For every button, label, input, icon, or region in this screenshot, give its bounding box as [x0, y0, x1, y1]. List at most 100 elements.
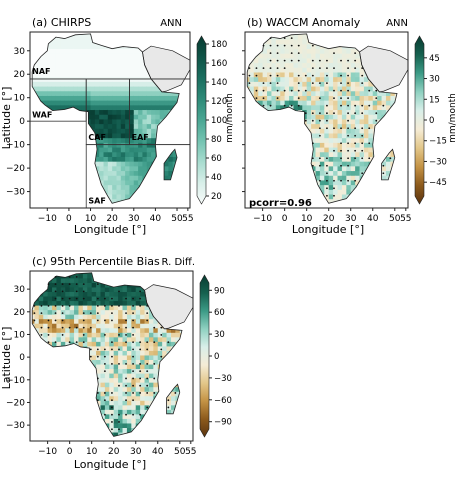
map-cell [126, 418, 132, 424]
stipple-dot [283, 67, 286, 70]
map-cell [249, 90, 255, 96]
map-cell [333, 146, 339, 153]
x-tick-label: 50 [171, 214, 183, 224]
stipple-dot [111, 305, 113, 307]
stipple-dot [61, 305, 64, 307]
stipple-dot [103, 305, 106, 307]
y-tick-label: 10 [14, 330, 26, 340]
map-cell [103, 48, 109, 54]
map-cell [47, 81, 53, 87]
map-cell [341, 146, 347, 153]
map-cell [38, 300, 44, 306]
map-cell [90, 90, 96, 96]
stipple-dot [255, 89, 258, 92]
map-cell [56, 305, 62, 311]
map-cell [90, 57, 96, 64]
map-cell [315, 156, 321, 162]
map-cell [81, 62, 87, 68]
map-cell [142, 137, 148, 143]
map-cell [140, 350, 146, 356]
map-cell [34, 85, 40, 92]
map-cell [140, 336, 146, 342]
map-cell [118, 368, 124, 374]
stipple-dot [111, 312, 113, 315]
map-cell [65, 305, 71, 311]
map-cell [68, 81, 74, 87]
map-cell [131, 354, 137, 360]
map-cell [122, 377, 128, 383]
map-cell [131, 323, 137, 329]
map-cell [116, 104, 122, 111]
map-cell [363, 132, 369, 139]
map-cell [104, 400, 110, 406]
map-cell [275, 85, 281, 92]
map-cell [333, 114, 339, 120]
map-cell [104, 318, 110, 324]
colorbar-tick-label: 90 [214, 286, 225, 296]
map-cell [78, 305, 84, 311]
map-cell [103, 104, 109, 111]
map-cell [302, 95, 308, 101]
map-cell [311, 76, 317, 82]
map-cell [381, 161, 387, 167]
map-cell [60, 318, 66, 324]
map-cell [90, 67, 96, 73]
map-cell [350, 48, 356, 54]
stipple-dot [375, 97, 378, 100]
map-cell [47, 85, 53, 92]
map-cell [90, 109, 96, 115]
map-cell [77, 48, 83, 54]
x-tick-label: 30 [345, 214, 357, 224]
map-cell [103, 81, 109, 87]
map-cell [73, 34, 79, 40]
map-cell [151, 146, 157, 153]
map-cell [138, 62, 144, 68]
map-cell [94, 118, 100, 125]
map-cell [68, 67, 74, 73]
map-cell [118, 336, 124, 342]
map-cell [133, 104, 139, 111]
map-cell [116, 161, 122, 167]
stipple-dot [160, 334, 163, 336]
panel-a-corner-label: ANN [160, 18, 182, 29]
map-cell [55, 71, 61, 78]
map-cell [293, 43, 299, 50]
map-cell [138, 128, 144, 134]
map-cell [315, 109, 321, 115]
map-cell [73, 67, 79, 73]
map-cell [135, 413, 141, 419]
map-cell [34, 90, 40, 96]
map-cell [151, 100, 157, 106]
map-cell [129, 151, 135, 157]
map-cell [112, 156, 118, 162]
stipple-dot [304, 119, 307, 122]
stipple-dot [125, 392, 127, 394]
map-cell [125, 67, 131, 73]
map-cell [258, 67, 264, 73]
map-cell [140, 409, 146, 415]
map-cell [131, 422, 137, 428]
map-cell [140, 413, 146, 419]
map-cell [311, 128, 317, 134]
map-cell [74, 305, 80, 311]
map-cell [319, 161, 325, 167]
map-cell [125, 132, 131, 139]
map-cell [144, 341, 150, 347]
stipple-dot [139, 392, 142, 394]
map-cell [262, 57, 268, 64]
map-cell [122, 341, 128, 347]
map-cell [42, 71, 48, 78]
map-cell [138, 81, 144, 87]
map-cell [100, 282, 106, 288]
map-cell [170, 391, 176, 397]
stipple-dot [326, 194, 328, 197]
map-cell [328, 132, 334, 139]
stipple-dot [340, 142, 342, 145]
map-cell [267, 53, 273, 59]
map-cell [112, 189, 118, 195]
map-cell [69, 300, 75, 306]
map-cell [363, 137, 369, 143]
stipple-dot [347, 142, 349, 145]
stipple-dot [311, 74, 314, 77]
map-cell [293, 104, 299, 111]
